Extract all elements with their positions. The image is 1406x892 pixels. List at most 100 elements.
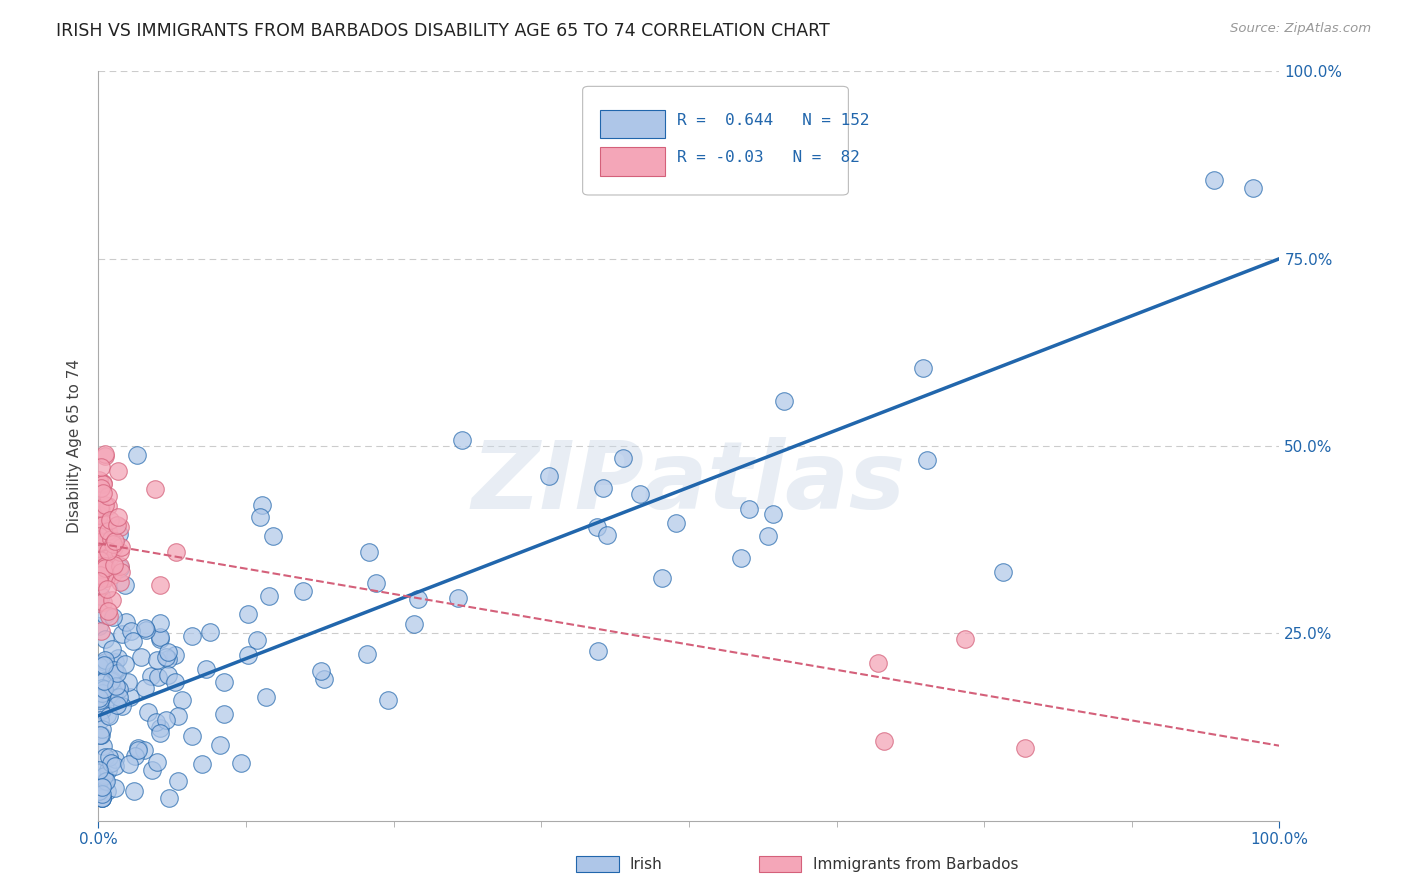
Point — [96, 529, 118, 543]
Point — [108, 559, 131, 574]
Point — [200, 625, 222, 640]
Point — [89, 568, 111, 582]
Point — [87, 763, 110, 777]
Point — [91, 476, 114, 491]
Point — [157, 651, 180, 665]
Point — [117, 675, 139, 690]
Point — [915, 453, 938, 467]
Point — [97, 709, 120, 723]
Point — [586, 519, 609, 533]
Point — [208, 738, 231, 752]
Point — [91, 486, 114, 500]
Point — [89, 558, 111, 572]
Point — [108, 527, 131, 541]
Point — [97, 489, 120, 503]
Point — [93, 449, 115, 463]
Point — [181, 729, 204, 743]
Point — [87, 596, 110, 610]
Point — [93, 607, 115, 622]
Point — [212, 706, 235, 721]
Point — [94, 559, 117, 574]
Point — [135, 623, 157, 637]
Point — [991, 565, 1014, 579]
Point — [586, 644, 609, 658]
Y-axis label: Disability Age 65 to 74: Disability Age 65 to 74 — [67, 359, 83, 533]
Point — [149, 726, 172, 740]
Point — [408, 592, 430, 607]
Point — [132, 743, 155, 757]
Point — [93, 658, 115, 673]
Point — [103, 540, 125, 554]
Point — [94, 653, 117, 667]
Point — [110, 540, 132, 554]
Point — [146, 653, 169, 667]
Point — [101, 537, 124, 551]
Point — [1014, 741, 1036, 756]
Point — [129, 650, 152, 665]
Text: R =  0.644   N = 152: R = 0.644 N = 152 — [678, 112, 870, 128]
Point — [145, 714, 167, 729]
Point — [94, 773, 117, 788]
Point — [91, 791, 114, 805]
Point — [94, 561, 117, 575]
Point — [103, 686, 125, 700]
Point — [97, 528, 120, 542]
Point — [87, 515, 110, 529]
Point — [105, 679, 128, 693]
Point — [101, 540, 124, 554]
Point — [612, 450, 634, 465]
Point — [537, 468, 560, 483]
Point — [262, 529, 284, 543]
Point — [364, 575, 387, 590]
Point — [90, 578, 112, 592]
Point — [105, 665, 128, 680]
Point — [90, 791, 112, 805]
Point — [190, 756, 212, 771]
Point — [157, 791, 180, 805]
Point — [107, 698, 129, 712]
Point — [89, 658, 111, 673]
Point — [89, 523, 111, 537]
Point — [110, 565, 132, 579]
Point — [94, 569, 117, 583]
Point — [149, 578, 172, 592]
Point — [90, 520, 112, 534]
Point — [97, 604, 120, 618]
Point — [596, 528, 619, 542]
Point — [91, 703, 114, 717]
Point — [212, 675, 235, 690]
Point — [100, 568, 122, 582]
Point — [120, 624, 142, 638]
Point — [1241, 181, 1264, 195]
Point — [136, 705, 159, 719]
Point — [94, 749, 117, 764]
Point — [91, 571, 114, 585]
Point — [90, 501, 112, 516]
Point — [111, 698, 134, 713]
FancyBboxPatch shape — [582, 87, 848, 195]
Point — [94, 632, 117, 647]
Point — [101, 642, 124, 657]
Point — [87, 570, 110, 584]
Point — [194, 662, 217, 676]
Point — [114, 657, 136, 671]
Point — [163, 648, 186, 663]
Point — [98, 513, 121, 527]
Point — [155, 713, 177, 727]
Point — [93, 769, 115, 783]
Point — [402, 617, 425, 632]
Point — [141, 763, 163, 777]
Point — [93, 673, 115, 688]
Point — [628, 487, 651, 501]
Point — [91, 560, 114, 574]
Point — [157, 668, 180, 682]
Point — [114, 615, 136, 629]
Point — [104, 665, 127, 679]
Point — [756, 529, 779, 543]
Point — [97, 499, 120, 513]
Point — [955, 632, 977, 647]
Point — [254, 690, 277, 704]
Point — [91, 595, 114, 609]
Point — [114, 577, 136, 591]
Point — [90, 657, 112, 672]
